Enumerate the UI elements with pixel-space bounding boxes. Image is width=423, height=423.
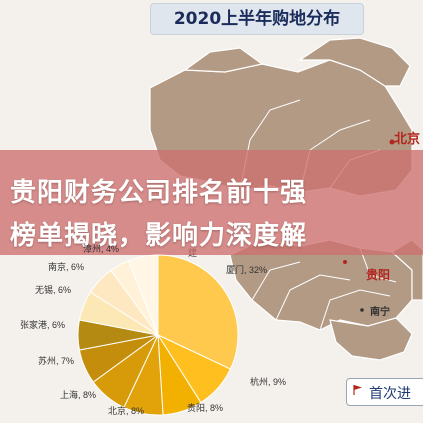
headline-line-1: 贵阳财务公司排名前十强 bbox=[10, 178, 308, 208]
pie-slices bbox=[77, 254, 239, 416]
pie-slice-label: 张家港, 6% bbox=[20, 319, 65, 330]
city-label-nanning: 南宁 bbox=[370, 305, 390, 318]
pie-slice-label: 漳州, 4% bbox=[83, 243, 119, 254]
pie-slice-label: 贵阳, 8% bbox=[187, 402, 223, 413]
pie-slice bbox=[157, 254, 239, 370]
first-entry-button[interactable]: 首次进 bbox=[346, 378, 423, 406]
city-marker-nanning: 南宁 bbox=[360, 305, 390, 318]
city-marker-guiyang: 贵阳 bbox=[343, 260, 390, 282]
pie-slice-label: 杭州, 9% bbox=[250, 376, 286, 387]
pie-slice-label: 南京, 6% bbox=[48, 261, 84, 272]
province-region bbox=[183, 47, 264, 73]
headline-banner bbox=[0, 150, 423, 255]
city-label-guiyang: 贵阳 bbox=[366, 267, 390, 282]
pie-slice-label: 厦门, 32% bbox=[226, 264, 267, 275]
city-marker-beijing: 北京 bbox=[389, 131, 420, 147]
province-region bbox=[298, 37, 411, 87]
pie-slice-label: 苏州, 7% bbox=[38, 355, 74, 366]
province-region bbox=[329, 317, 413, 361]
pie-slice-label: 无锡, 6% bbox=[35, 285, 71, 295]
flag-icon bbox=[353, 385, 362, 395]
pie-labels: 厦门, 32% 杭州, 9% 贵阳, 8% 北京, 8% 上海, 8% 苏州, 7% 张家港… bbox=[20, 243, 286, 416]
title-badge: 2020上半年购地分布 bbox=[150, 3, 364, 35]
pie-slice-label: 上海, 8% bbox=[60, 389, 96, 400]
city-label-beijing: 北京 bbox=[394, 131, 420, 147]
first-entry-label: 首次进 bbox=[369, 386, 411, 402]
headline-line-2: 榜单揭晓，影响力深度解 bbox=[10, 221, 308, 251]
pie-slice bbox=[127, 254, 159, 336]
page-title: 2020上半年购地分布 bbox=[173, 9, 341, 29]
pie-slice-label: 北京, 8% bbox=[108, 405, 144, 416]
